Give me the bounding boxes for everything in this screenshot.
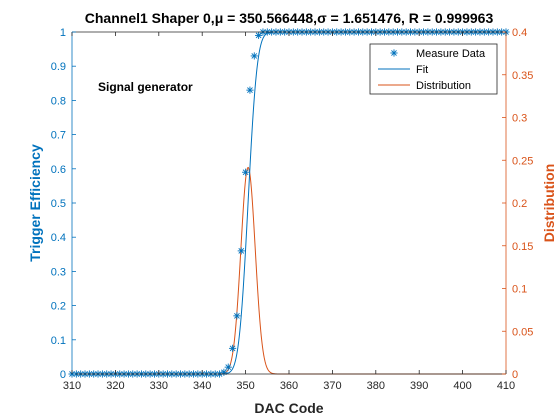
measure-data-point-stroke-3 [238,248,245,254]
legend-item-distribution: Distribution [378,80,471,92]
legend-item-measure-data: Measure Data [390,48,486,60]
measure-data-point-stroke-3 [242,169,249,176]
x-tick-label: 330 [150,380,168,392]
measure-data-point [237,247,245,255]
y2-tick-label: 0.15 [512,241,533,253]
y2-tick-label: 0.4 [512,27,527,39]
measure-data-point [246,86,254,94]
legend-asterisk [390,49,398,57]
measure-data-point [220,368,228,376]
x-tick-label: 370 [323,380,341,392]
x-tick-label: 350 [236,380,254,392]
y-tick-label: 0.8 [51,95,66,107]
legend-label-distribution: Distribution [416,80,471,92]
y2-tick-label: 0.35 [512,70,533,82]
measure-data-point [228,344,237,352]
y-tick-label: 0.4 [51,232,66,244]
y-tick-label: 0.1 [51,335,66,347]
y2-tick-label: 0.1 [512,284,527,296]
measure-data-point-stroke-3 [234,312,240,319]
x-axis-label: DAC Code [254,400,323,416]
legend-label-fit: Fit [416,64,428,76]
y2-tick-label: 0 [512,369,518,381]
y-tick-label: 0.2 [51,301,66,313]
x-tick-label: 320 [106,380,124,392]
y-tick-label: 0 [60,369,66,381]
legend-marker-asterisk-icon [390,49,398,57]
legend-box [369,43,498,95]
y-tick-label: 0.5 [51,198,66,210]
measure-data-point-stroke-3 [229,345,236,352]
x-tick-label: 360 [280,380,298,392]
measure-data-point-stroke-3 [247,87,253,94]
x-tick-label: 390 [410,380,428,392]
y-axis-label: Trigger Efficiency [27,144,43,262]
measure-data-point [250,52,258,60]
measure-data-point [224,363,232,371]
measure-data-point [233,312,241,320]
measure-data-point [242,168,250,176]
measure-data-point [255,31,263,40]
y-tick-label: 0.6 [51,164,66,176]
chart-title: Channel1 Shaper 0,μ = 350.566448,σ = 1.6… [85,10,494,26]
y2-axis-label: Distribution [541,164,557,243]
legend-asterisk-stroke-3 [391,50,397,56]
measure-data-point-stroke-3 [225,364,232,371]
axes: 310 320 330 340 350 360 370 380 390 400 41000.10.2… [51,27,534,392]
y-tick-label: 0.9 [51,61,66,73]
legend-label-measure-data: Measure Data [416,48,486,60]
y2-tick-label: 0.2 [512,198,527,210]
y2-tick-label: 0.05 [512,326,533,338]
x-tick-label: 340 [193,380,211,392]
y-tick-label: 0.3 [51,266,66,278]
y-tick-label: 0.7 [51,130,66,142]
x-tick-label: 310 [63,380,81,392]
legend: Measure Data Fit Distribution [369,43,498,95]
measure-data-point-stroke-3 [255,32,262,39]
y-tick-label: 1 [60,27,66,39]
x-tick-label: 400 [453,380,471,392]
legend-item-fit: Fit [378,64,428,76]
y2-tick-label: 0.25 [512,155,533,167]
x-tick-label: 410 [497,380,515,392]
x-tick-label: 380 [367,380,385,392]
measure-data-point-stroke-3 [251,53,258,59]
signal-generator-annotation: Signal generator [98,80,193,94]
y2-tick-label: 0.3 [512,113,527,125]
